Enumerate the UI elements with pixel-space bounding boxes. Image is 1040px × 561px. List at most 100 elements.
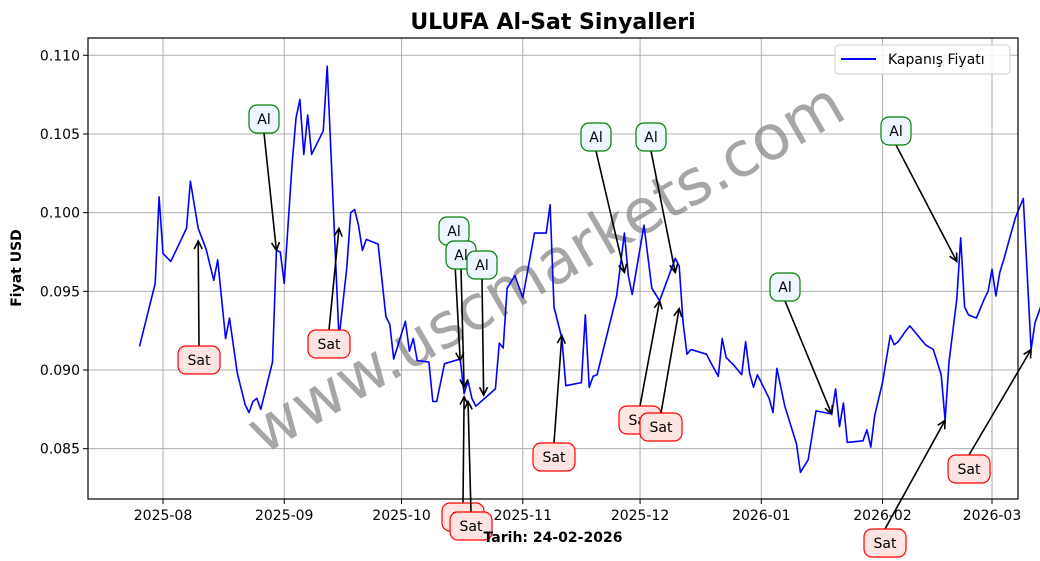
signal-label-box xyxy=(580,122,612,152)
arrow-line xyxy=(467,401,472,513)
signal-label-box xyxy=(863,528,907,558)
buy-signal-annotation: Al xyxy=(880,116,958,264)
signal-label: Sat xyxy=(318,337,341,353)
sell-signal-annotation: Sat xyxy=(449,399,493,541)
legend-box xyxy=(834,44,1011,75)
arrow-head-icon xyxy=(270,241,281,253)
x-axis-ticks: 2025-08 2025-09 2025-10 2025-11 2025-12 2026-… xyxy=(134,499,1022,524)
arrow-line xyxy=(263,132,278,251)
signal-label: Al xyxy=(644,130,657,146)
arrow-line xyxy=(660,308,680,414)
x-tick-label: 2026-02 xyxy=(853,508,912,524)
y-tick-label: 0.085 xyxy=(40,442,80,458)
signal-label: Al xyxy=(447,224,460,240)
x-tick-label: 2025-10 xyxy=(372,508,431,524)
x-tick-label: 2025-09 xyxy=(255,508,314,524)
arrow-line xyxy=(328,228,340,331)
sell-signal-annotation: Sat xyxy=(639,306,683,442)
signal-label-box xyxy=(769,272,801,302)
buy-signal-annotation: Al xyxy=(580,122,628,275)
signal-label: Al xyxy=(589,130,602,146)
buy-signal-annotation: Al xyxy=(248,104,281,253)
legend: Kapanış Fiyatı xyxy=(834,44,1011,75)
arrow-head-icon xyxy=(478,386,489,397)
plot-frame xyxy=(87,37,1019,500)
arrow-head-icon xyxy=(937,418,946,430)
y-tick-label: 0.105 xyxy=(40,127,80,143)
signal-label-box xyxy=(532,442,576,472)
arrow-line xyxy=(895,144,958,262)
sell-signal-annotation: Sat xyxy=(947,347,1033,484)
arrow-head-icon xyxy=(556,333,567,344)
signal-label-box xyxy=(639,412,683,442)
signal-label: Sat xyxy=(543,450,566,466)
arrow-line xyxy=(884,419,946,530)
sell-signal-annotation: Sat xyxy=(863,418,946,558)
signal-label-box xyxy=(177,345,221,375)
x-tick-label: 2026-03 xyxy=(963,508,1022,524)
signal-label: Al xyxy=(475,258,488,274)
x-tick-label: 2025-08 xyxy=(134,508,193,524)
arrow-line xyxy=(595,150,626,273)
signal-label: Sat xyxy=(460,519,483,535)
signal-label-box xyxy=(449,511,493,541)
signal-label: Sat xyxy=(874,536,897,552)
y-tick-label: 0.110 xyxy=(40,48,80,64)
buy-signal-annotation: Al xyxy=(466,250,498,397)
signal-label-box xyxy=(635,122,667,152)
x-tick-label: 2025-12 xyxy=(611,508,670,524)
signal-label-box xyxy=(466,250,498,280)
arrow-line xyxy=(639,300,661,407)
arrow-line xyxy=(553,335,563,444)
signal-label: Al xyxy=(454,248,467,264)
y-tick-label: 0.090 xyxy=(40,363,80,379)
chart-title: ULUFA Al-Sat Sinyalleri xyxy=(410,10,695,35)
signal-label: Sat xyxy=(650,420,673,436)
signal-annotations: SatAlSatAlAlAlSatSatSatAlSatAlSatAlSatAl… xyxy=(177,104,1033,558)
signal-label-box xyxy=(947,454,991,484)
arrow-head-icon xyxy=(653,298,663,310)
signal-label-box xyxy=(307,329,351,359)
sell-signal-annotation: Sat xyxy=(532,333,576,472)
arrow-line xyxy=(197,240,200,347)
signal-label: Al xyxy=(778,280,791,296)
arrow-head-icon xyxy=(463,399,473,410)
arrow-line xyxy=(784,300,833,415)
signal-label: Al xyxy=(889,124,902,140)
arrow-head-icon xyxy=(949,252,958,264)
x-tick-label: 2025-11 xyxy=(494,508,553,524)
arrow-head-icon xyxy=(193,239,203,250)
arrow-head-icon xyxy=(669,263,679,275)
arrow-line xyxy=(481,278,485,396)
arrow-line xyxy=(460,268,465,388)
signal-label: Al xyxy=(257,112,270,128)
arrow-line xyxy=(650,150,677,273)
arrow-head-icon xyxy=(824,405,834,416)
arrow-head-icon xyxy=(673,306,683,318)
arrow-head-icon xyxy=(1023,347,1033,359)
closing-price-line xyxy=(138,65,1040,474)
arrow-head-icon xyxy=(333,226,343,238)
arrow-line xyxy=(462,396,465,504)
sell-signal-annotation: Sat xyxy=(307,226,351,359)
sell-signal-annotation: Sat xyxy=(177,239,221,375)
price-line xyxy=(138,65,1040,474)
y-axis-ticks: 0.085 0.090 0.095 0.100 0.105 0.110 xyxy=(40,48,88,458)
legend-label: Kapanış Fiyatı xyxy=(888,52,985,68)
buy-signal-annotation: Al xyxy=(769,272,834,416)
y-tick-label: 0.095 xyxy=(40,284,80,300)
arrow-head-icon xyxy=(459,394,469,406)
x-tick-label: 2026-01 xyxy=(732,508,791,524)
signal-label-box xyxy=(248,104,280,134)
signal-label-box xyxy=(880,116,912,146)
buy-signal-annotation: Al xyxy=(635,122,679,275)
signal-label: Sat xyxy=(958,462,981,478)
signal-label: Sat xyxy=(188,353,211,369)
arrow-head-icon xyxy=(618,263,628,275)
y-tick-label: 0.100 xyxy=(40,206,80,222)
arrow-head-icon xyxy=(459,378,469,390)
x-axis-label: Tarih: 24-02-2026 xyxy=(484,530,623,546)
y-axis-label: Fiyat USD xyxy=(9,229,25,307)
